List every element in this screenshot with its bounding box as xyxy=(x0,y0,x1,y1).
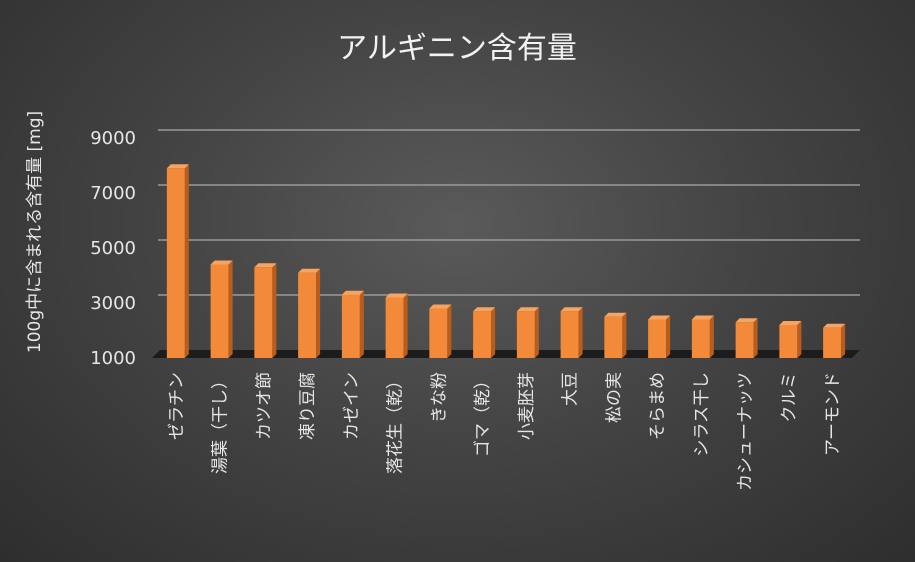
bar-front xyxy=(473,311,492,358)
bar-front xyxy=(341,294,360,358)
chart-title: アルギニン含有量 xyxy=(337,31,577,66)
bar-top xyxy=(341,290,364,295)
bar xyxy=(473,307,496,358)
bar xyxy=(648,315,671,358)
floor-plane xyxy=(152,350,860,358)
x-tick-label: アーモンド xyxy=(823,372,843,456)
bar-side xyxy=(447,304,452,358)
bar-front xyxy=(516,311,535,358)
x-tick-label: 松の実 xyxy=(604,372,624,423)
bar xyxy=(823,323,846,358)
y-tick-label: 3000 xyxy=(90,293,136,314)
x-tick-label: カゼイン xyxy=(342,372,362,440)
bar-front xyxy=(779,325,798,358)
bar-top xyxy=(385,293,408,298)
y-tick-label: 7000 xyxy=(90,183,136,204)
bar-front xyxy=(385,297,404,358)
bar xyxy=(385,293,408,358)
bar-top xyxy=(735,318,758,323)
bar-side xyxy=(184,164,189,358)
bar xyxy=(735,318,758,358)
bar-top xyxy=(254,263,277,268)
y-tick-label: 1000 xyxy=(90,348,136,369)
bar xyxy=(691,315,714,358)
bar-side xyxy=(316,268,321,358)
x-tick-label: 凍り豆腐 xyxy=(298,372,318,440)
x-tick-label: 小麦胚芽 xyxy=(517,372,537,440)
bar-top xyxy=(166,164,189,169)
bar-front xyxy=(691,319,710,358)
x-tick-labels: ゼラチン 湯葉（干し） カツオ節 凍り豆腐 カゼイン 落花生（乾） きな粉 ゴマ（乾） 小麦胚芽… xyxy=(167,372,843,491)
bar-top xyxy=(691,315,714,320)
bar-side xyxy=(359,290,364,358)
bar-side xyxy=(272,263,277,358)
bar-front xyxy=(604,316,623,358)
bar-side xyxy=(534,307,539,358)
x-tick-label: きな粉 xyxy=(429,372,449,423)
bar-top xyxy=(473,307,496,312)
y-axis-label: 100g中に含まれる含有量 [mg] xyxy=(25,111,45,353)
bar-side xyxy=(753,318,758,358)
bar xyxy=(254,263,277,358)
bar-top xyxy=(823,323,846,328)
bar-side xyxy=(491,307,496,358)
bar-front xyxy=(298,272,317,358)
bar-top xyxy=(648,315,671,320)
bar-front xyxy=(823,327,842,358)
bar-front xyxy=(254,267,273,358)
x-tick-label: シラス干し xyxy=(692,372,712,457)
bars-layer xyxy=(166,164,846,358)
bar-top xyxy=(779,321,802,325)
bar-front xyxy=(429,308,448,358)
y-ticks: 1000 3000 5000 7000 9000 xyxy=(90,128,136,369)
bar-front xyxy=(735,322,754,358)
bar-front xyxy=(166,168,185,358)
bar xyxy=(560,307,583,358)
bar-top xyxy=(429,304,452,309)
x-tick-label: 落花生（乾） xyxy=(386,372,406,474)
bar-side xyxy=(622,312,627,358)
bar-front xyxy=(648,319,667,358)
bar-front xyxy=(210,264,229,358)
x-tick-label: 大豆 xyxy=(561,372,581,406)
bar xyxy=(166,164,189,358)
bar xyxy=(210,260,233,358)
x-tick-label: カツオ節 xyxy=(254,372,274,440)
x-tick-label: クルミ xyxy=(779,372,799,423)
bar-front xyxy=(560,311,579,358)
bar-top xyxy=(210,260,233,265)
bar-side xyxy=(228,260,233,358)
x-tick-label: 湯葉（干し） xyxy=(211,372,231,474)
x-tick-label: ゼラチン xyxy=(167,372,187,440)
bar-side xyxy=(797,321,802,358)
bar-top xyxy=(298,268,321,273)
x-tick-label: カシューナッツ xyxy=(736,372,756,491)
y-tick-label: 9000 xyxy=(90,128,136,149)
chart-floor xyxy=(152,350,860,358)
bar-top xyxy=(604,312,627,317)
y-tick-label: 5000 xyxy=(90,238,136,259)
bar-top xyxy=(560,307,583,312)
grid-layer xyxy=(158,129,860,296)
x-tick-label: そらまめ xyxy=(648,372,668,440)
bar xyxy=(604,312,627,358)
bar-side xyxy=(403,293,408,358)
bar-side xyxy=(841,323,846,358)
bar-side xyxy=(666,315,671,358)
bar xyxy=(779,321,802,358)
bar xyxy=(516,307,539,358)
bar-side xyxy=(709,315,714,358)
bar xyxy=(298,268,321,358)
bar xyxy=(341,290,364,358)
bar-top xyxy=(516,307,539,312)
x-tick-label: ゴマ（乾） xyxy=(472,372,493,457)
bar-side xyxy=(578,307,583,358)
bar xyxy=(429,304,452,358)
